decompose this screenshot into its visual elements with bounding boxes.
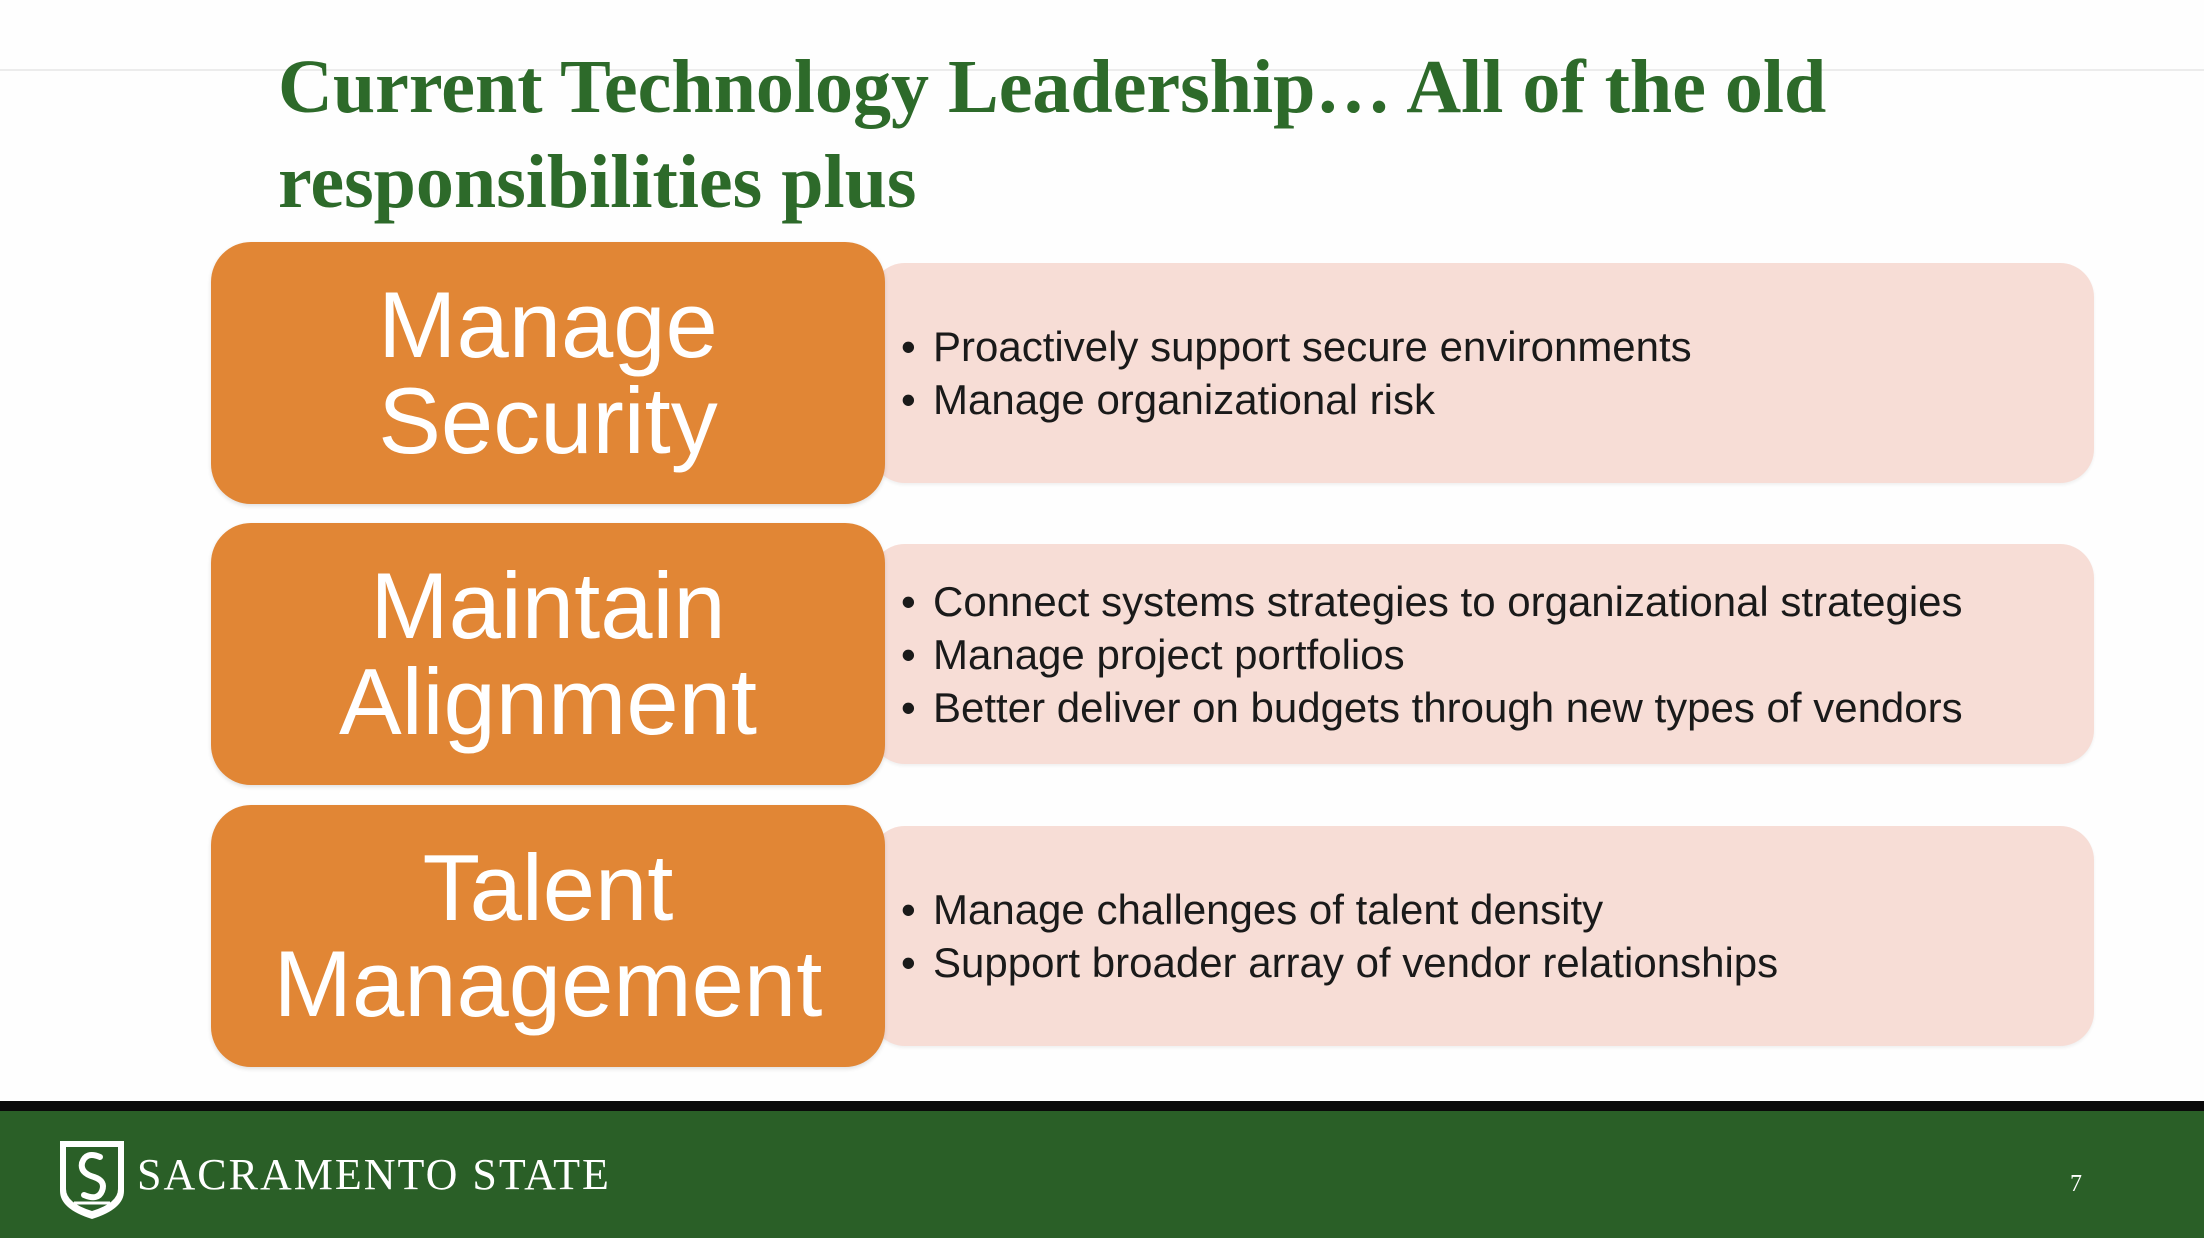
- heading-line: Talent: [422, 835, 674, 940]
- footer-bar: SACRAMENTO STATE 7: [0, 1101, 2204, 1238]
- heading-line: Manage: [378, 272, 718, 377]
- page-number: 7: [2070, 1171, 2082, 1197]
- heading-line: Alignment: [339, 649, 757, 754]
- brand-name: SACRAMENTO STATE: [137, 1150, 611, 1199]
- bullet-list: Connect systems strategies to organizati…: [901, 523, 2081, 785]
- heading-line: Management: [273, 931, 823, 1036]
- bullet-item: Proactively support secure environments: [901, 320, 2081, 373]
- responsibility-row-security: Manage Security Proactively support secu…: [211, 242, 2095, 504]
- bullet-item: Better deliver on budgets through new ty…: [901, 681, 2081, 734]
- bullet-item: Manage organizational risk: [901, 373, 2081, 426]
- slide-title: Current Technology Leadership… All of th…: [278, 45, 1827, 224]
- bullet-list: Manage challenges of talent density Supp…: [901, 805, 2081, 1067]
- bullet-item: Support broader array of vendor relation…: [901, 936, 2081, 989]
- bullet-item: Manage project portfolios: [901, 628, 2081, 681]
- heading-tile: Talent Management: [211, 805, 885, 1067]
- responsibility-row-talent: Talent Management Manage challenges of t…: [211, 805, 2095, 1067]
- top-divider: [0, 69, 2204, 71]
- bullet-list: Proactively support secure environments …: [901, 242, 2081, 504]
- heading-line: Maintain: [370, 553, 726, 658]
- bullet-item: Manage challenges of talent density: [901, 883, 2081, 936]
- heading-line: Security: [378, 368, 718, 473]
- bullet-item: Connect systems strategies to organizati…: [901, 575, 2081, 628]
- heading-tile: Maintain Alignment: [211, 523, 885, 785]
- sacramento-state-shield-logo-icon: [60, 1141, 124, 1219]
- heading-tile: Manage Security: [211, 242, 885, 504]
- responsibility-row-alignment: Maintain Alignment Connect systems strat…: [211, 523, 2095, 785]
